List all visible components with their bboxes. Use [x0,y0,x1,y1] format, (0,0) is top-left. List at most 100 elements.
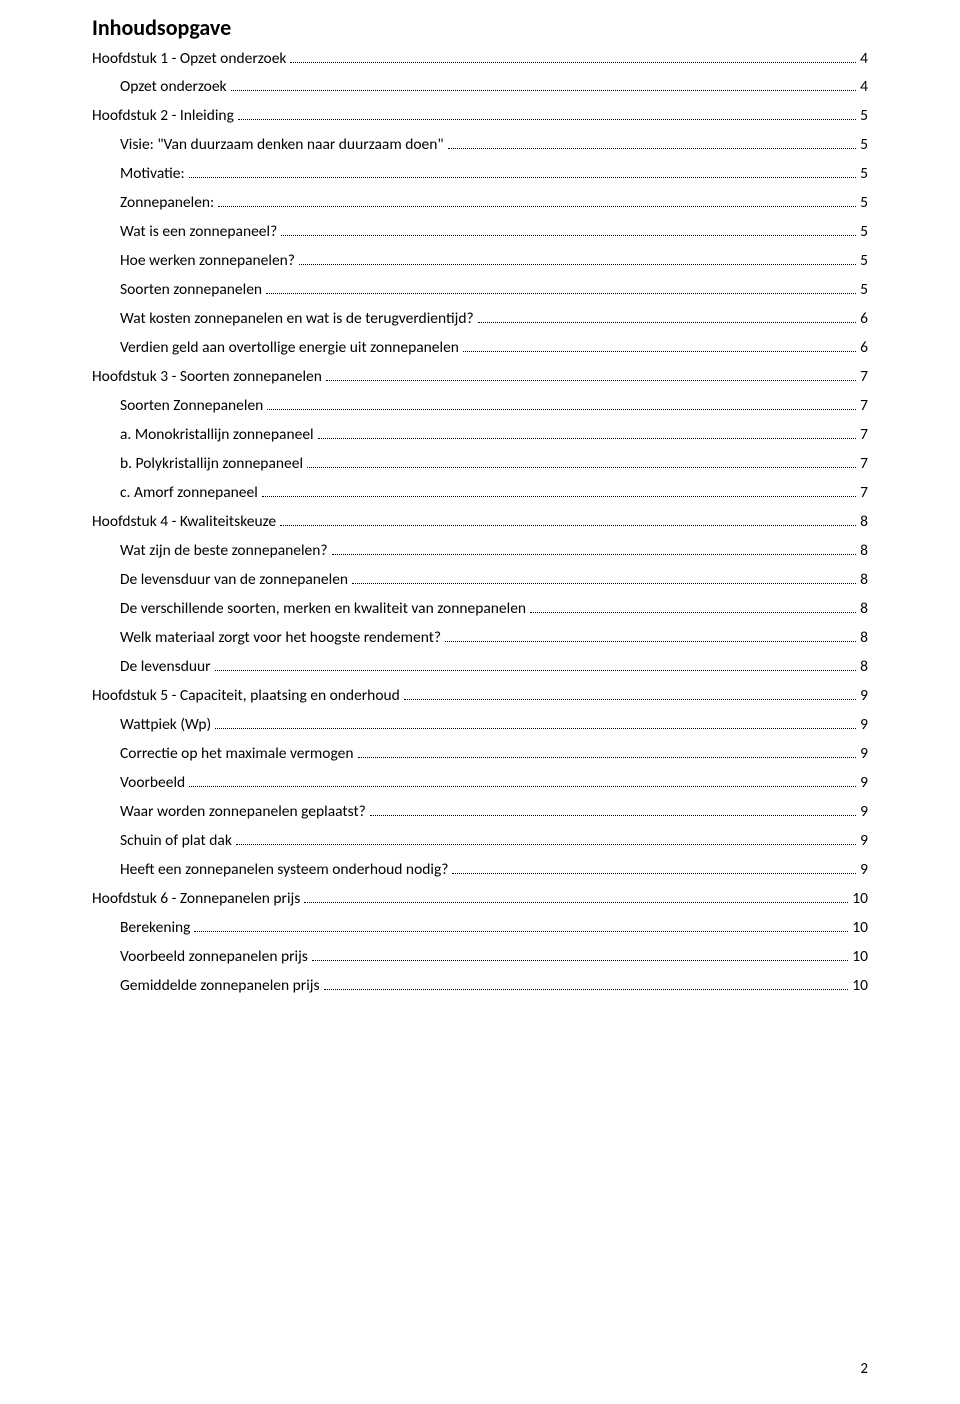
toc-leader [189,772,856,787]
toc-leader [238,106,856,121]
toc-entry-label: De levensduur van de zonnepanelen [120,569,348,591]
toc-entry-page: 5 [860,105,868,127]
toc-entry-page: 4 [860,48,868,70]
toc-entry-page: 6 [860,308,868,330]
toc-leader [215,656,857,671]
toc-leader [332,540,857,555]
toc-entry-label: Wat zijn de beste zonnepanelen? [120,540,328,562]
toc-entry-page: 8 [860,540,868,562]
toc-entry-page: 8 [860,598,868,620]
toc-entry-page: 7 [860,366,868,388]
toc-entry-page: 9 [860,714,868,736]
toc-entry-page: 5 [860,279,868,301]
toc-entry: De verschillende soorten, merken en kwal… [120,598,868,620]
toc-entry-label: Gemiddelde zonnepanelen prijs [120,975,320,997]
toc-entry: a. Monokristallijn zonnepaneel 7 [120,424,868,446]
toc-entry-page: 9 [860,801,868,823]
toc-entry-page: 9 [860,685,868,707]
toc-entry: Visie: "Van duurzaam denken naar duurzaa… [120,134,868,156]
toc-entry: Hoe werken zonnepanelen? 5 [120,250,868,272]
toc-entry-page: 5 [860,134,868,156]
toc-entry: Hoofdstuk 5 - Capaciteit, plaatsing en o… [92,685,868,707]
toc-list: Hoofdstuk 1 - Opzet onderzoek 4 Opzet ond… [92,48,868,997]
toc-leader [448,134,857,149]
toc-leader [267,395,856,410]
toc-entry-label: b. Polykristallijn zonnepaneel [120,453,303,475]
page-number: 2 [860,1360,868,1378]
toc-leader [358,743,857,758]
toc-entry-page: 7 [860,453,868,475]
toc-entry-page: 10 [852,975,868,997]
toc-entry-page: 7 [860,482,868,504]
toc-entry-label: Wat kosten zonnepanelen en wat is de ter… [120,308,474,330]
toc-entry-label: Motivatie: [120,163,185,185]
toc-entry-label: Heeft een zonnepanelen systeem onderhoud… [120,859,448,881]
toc-entry-page: 8 [860,569,868,591]
toc-entry-label: Soorten Zonnepanelen [120,395,263,417]
toc-entry-label: Visie: "Van duurzaam denken naar duurzaa… [120,134,444,156]
toc-leader [290,48,856,63]
toc-entry: Hoofdstuk 6 - Zonnepanelen prijs 10 [92,888,868,910]
toc-entry-label: Soorten zonnepanelen [120,279,262,301]
toc-entry-page: 10 [852,888,868,910]
toc-entry: Heeft een zonnepanelen systeem onderhoud… [120,859,868,881]
toc-entry-label: Hoofdstuk 1 - Opzet onderzoek [92,48,286,70]
toc-entry-label: Voorbeeld zonnepanelen prijs [120,946,308,968]
toc-entry: De levensduur 8 [120,656,868,678]
toc-entry-label: Hoofdstuk 3 - Soorten zonnepanelen [92,366,322,388]
toc-entry-label: De levensduur [120,656,211,678]
toc-entry: Hoofdstuk 4 - Kwaliteitskeuze 8 [92,511,868,533]
toc-entry-page: 5 [860,163,868,185]
toc-entry: Berekening 10 [120,917,868,939]
toc-leader [304,888,848,903]
toc-entry-label: Hoofdstuk 4 - Kwaliteitskeuze [92,511,276,533]
toc-entry: Schuin of plat dak 9 [120,830,868,852]
toc-entry: Voorbeeld 9 [120,772,868,794]
toc-entry-label: Hoofdstuk 6 - Zonnepanelen prijs [92,888,300,910]
toc-leader [352,569,856,584]
toc-entry-label: Waar worden zonnepanelen geplaatst? [120,801,366,823]
toc-title: Inhoudsopgave [92,14,868,41]
toc-entry-page: 5 [860,221,868,243]
toc-leader [478,308,857,323]
toc-entry-label: Opzet onderzoek [120,76,227,98]
toc-entry-page: 10 [852,917,868,939]
toc-leader [445,627,856,642]
toc-entry-label: Voorbeeld [120,772,185,794]
toc-entry: Correctie op het maximale vermogen 9 [120,743,868,765]
document-page: Inhoudsopgave Hoofdstuk 1 - Opzet onderz… [0,0,960,1404]
toc-entry-label: c. Amorf zonnepaneel [120,482,258,504]
toc-entry: Hoofdstuk 1 - Opzet onderzoek 4 [92,48,868,70]
toc-entry-page: 9 [860,743,868,765]
toc-entry: Waar worden zonnepanelen geplaatst? 9 [120,801,868,823]
toc-entry-label: Verdien geld aan overtollige energie uit… [120,337,459,359]
toc-entry: Gemiddelde zonnepanelen prijs 10 [120,975,868,997]
toc-leader [262,482,856,497]
toc-leader [404,685,856,700]
toc-leader [307,453,856,468]
toc-entry: Hoofdstuk 3 - Soorten zonnepanelen 7 [92,366,868,388]
toc-leader [370,801,856,816]
toc-entry: Voorbeeld zonnepanelen prijs 10 [120,946,868,968]
toc-entry-label: Hoe werken zonnepanelen? [120,250,295,272]
toc-entry-page: 7 [860,424,868,446]
toc-leader [266,279,856,294]
toc-leader [326,366,856,381]
toc-entry-label: Zonnepanelen: [120,192,214,214]
toc-leader [318,424,857,439]
toc-entry-page: 8 [860,511,868,533]
toc-entry: Wat kosten zonnepanelen en wat is de ter… [120,308,868,330]
toc-entry-label: Wat is een zonnepaneel? [120,221,277,243]
toc-entry-label: De verschillende soorten, merken en kwal… [120,598,526,620]
toc-entry: Soorten zonnepanelen 5 [120,279,868,301]
toc-leader [463,337,856,352]
toc-entry-page: 4 [860,76,868,98]
toc-entry-page: 8 [860,627,868,649]
toc-entry: Motivatie: 5 [120,163,868,185]
toc-leader [231,77,857,92]
toc-leader [452,859,856,874]
toc-entry-label: a. Monokristallijn zonnepaneel [120,424,314,446]
toc-entry-page: 9 [860,830,868,852]
toc-entry: c. Amorf zonnepaneel 7 [120,482,868,504]
toc-entry-label: Wattpiek (Wp) [120,714,211,736]
